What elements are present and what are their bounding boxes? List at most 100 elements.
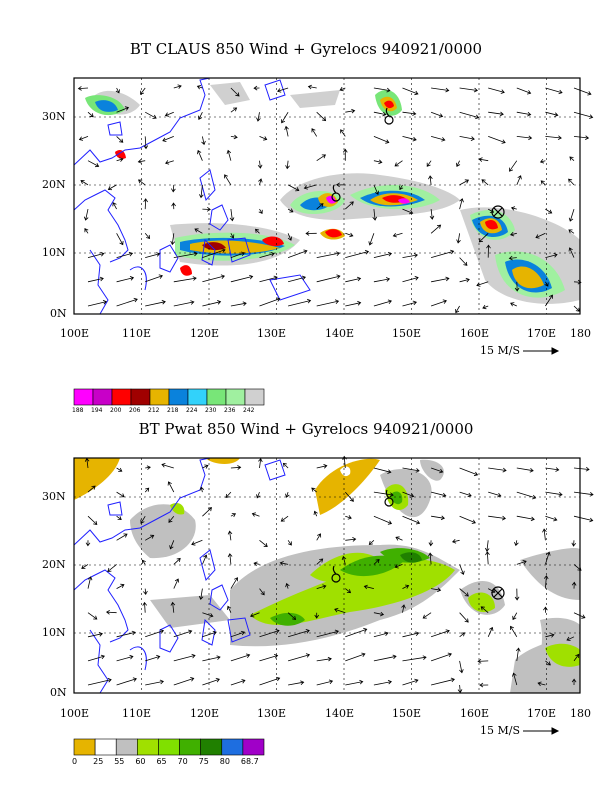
wind-vector: [373, 299, 392, 307]
wind-vector: [229, 209, 235, 222]
colorbar-swatch: [73, 738, 96, 756]
wind-vector: [258, 178, 263, 186]
top-xtick: 100E: [60, 327, 90, 340]
wind-vector: [87, 612, 98, 620]
wind-vector: [478, 157, 489, 162]
wind-vector: [345, 537, 357, 542]
wind-vector: [373, 491, 394, 497]
wind-vector: [259, 676, 281, 686]
wind-vector: [508, 255, 517, 261]
wind-vector: [199, 184, 204, 199]
wind-vector: [288, 680, 305, 686]
wind-vector: [402, 136, 417, 142]
wind-vector: [173, 578, 180, 589]
wind-vector: [477, 658, 489, 664]
wind-vector: [116, 106, 130, 113]
wind-vector: [107, 564, 117, 572]
colorbar-tick-label: 188: [72, 407, 84, 414]
wind-vector: [509, 160, 518, 172]
wind-vector: [137, 159, 146, 164]
colorbar-tick-label: 236: [224, 407, 236, 414]
wind-vector: [373, 159, 383, 165]
colorbar-tick-label: 25: [93, 757, 104, 766]
colorbar-tick-label: 0: [72, 757, 78, 766]
wind-vector: [459, 111, 480, 120]
wind-vector: [230, 87, 240, 97]
wind-vector: [80, 180, 89, 186]
top-plot-frame: [73, 77, 581, 315]
wind-vector: [85, 540, 91, 547]
wind-vector: [545, 515, 558, 522]
wind-vector: [568, 247, 575, 258]
wind-vector: [479, 682, 489, 688]
wind-vector: [194, 228, 203, 234]
wind-vector: [196, 85, 203, 90]
wind-vector: [345, 249, 370, 258]
wind-vector: [116, 654, 134, 662]
wind-vector: [287, 653, 311, 662]
wind-vector: [105, 609, 117, 615]
wind-vector: [281, 111, 289, 124]
wind-vector: [456, 233, 461, 244]
wind-vector: [431, 515, 446, 521]
wind-vector: [168, 515, 175, 523]
wind-vector: [230, 465, 242, 470]
wind-vector: [107, 184, 117, 191]
pwat-shading: [74, 458, 580, 693]
wind-vector: [430, 249, 455, 258]
wind-vector: [573, 653, 580, 662]
wind-vector: [402, 87, 419, 96]
wind-vector: [201, 136, 206, 146]
wind-vector: [431, 491, 447, 498]
wind-vector: [573, 466, 590, 472]
wind-vector: [316, 274, 341, 283]
colorbar-tick-label: 200: [110, 407, 122, 414]
bottom-colorbar: [73, 738, 265, 756]
wind-vector: [259, 588, 265, 596]
wind-vector: [287, 612, 297, 620]
wind-vector: [282, 462, 289, 469]
wind-vector: [392, 232, 403, 238]
colorbar-swatch: [242, 738, 265, 756]
wind-vector: [488, 491, 502, 498]
wind-vector: [568, 208, 575, 222]
wind-vector: [573, 491, 594, 497]
top-xtick: 160E: [460, 327, 490, 340]
wind-vector: [488, 111, 504, 117]
wind-vector: [402, 584, 410, 589]
wind-vector: [457, 684, 463, 694]
wind-vector: [87, 576, 93, 589]
colorbar-swatch: [158, 738, 180, 756]
colorbar-tick-label: 68.7: [240, 757, 259, 766]
colorbar-swatch: [225, 388, 246, 406]
wind-vector: [116, 533, 128, 541]
wind-vector: [230, 134, 238, 140]
wind-vector: [566, 636, 575, 641]
colorbar-swatch: [73, 388, 94, 406]
wind-vector: [368, 233, 375, 246]
wind-vector: [285, 582, 290, 589]
wind-vector: [459, 612, 469, 623]
wind-vector: [514, 588, 520, 601]
wind-vector: [573, 111, 594, 119]
wind-vector: [516, 135, 533, 141]
colorbar-tick-label: 65: [156, 757, 167, 766]
wind-vector: [486, 244, 491, 258]
wind-vector: [116, 251, 134, 258]
wind-vector: [307, 84, 317, 90]
wind-vector: [431, 587, 442, 593]
wind-vector: [478, 233, 489, 243]
wind-vector: [571, 678, 577, 686]
wind-vector: [202, 274, 225, 283]
colorbar-swatch: [130, 388, 151, 406]
wind-vector: [83, 209, 89, 221]
wind-vector: [87, 632, 104, 638]
wind-vector: [514, 281, 520, 292]
wind-vector: [202, 507, 213, 517]
bottom-grid: [74, 458, 580, 693]
wind-vector: [253, 85, 260, 91]
wind-vector: [256, 112, 261, 122]
wind-vector: [394, 160, 403, 167]
wind-vector: [258, 457, 263, 469]
